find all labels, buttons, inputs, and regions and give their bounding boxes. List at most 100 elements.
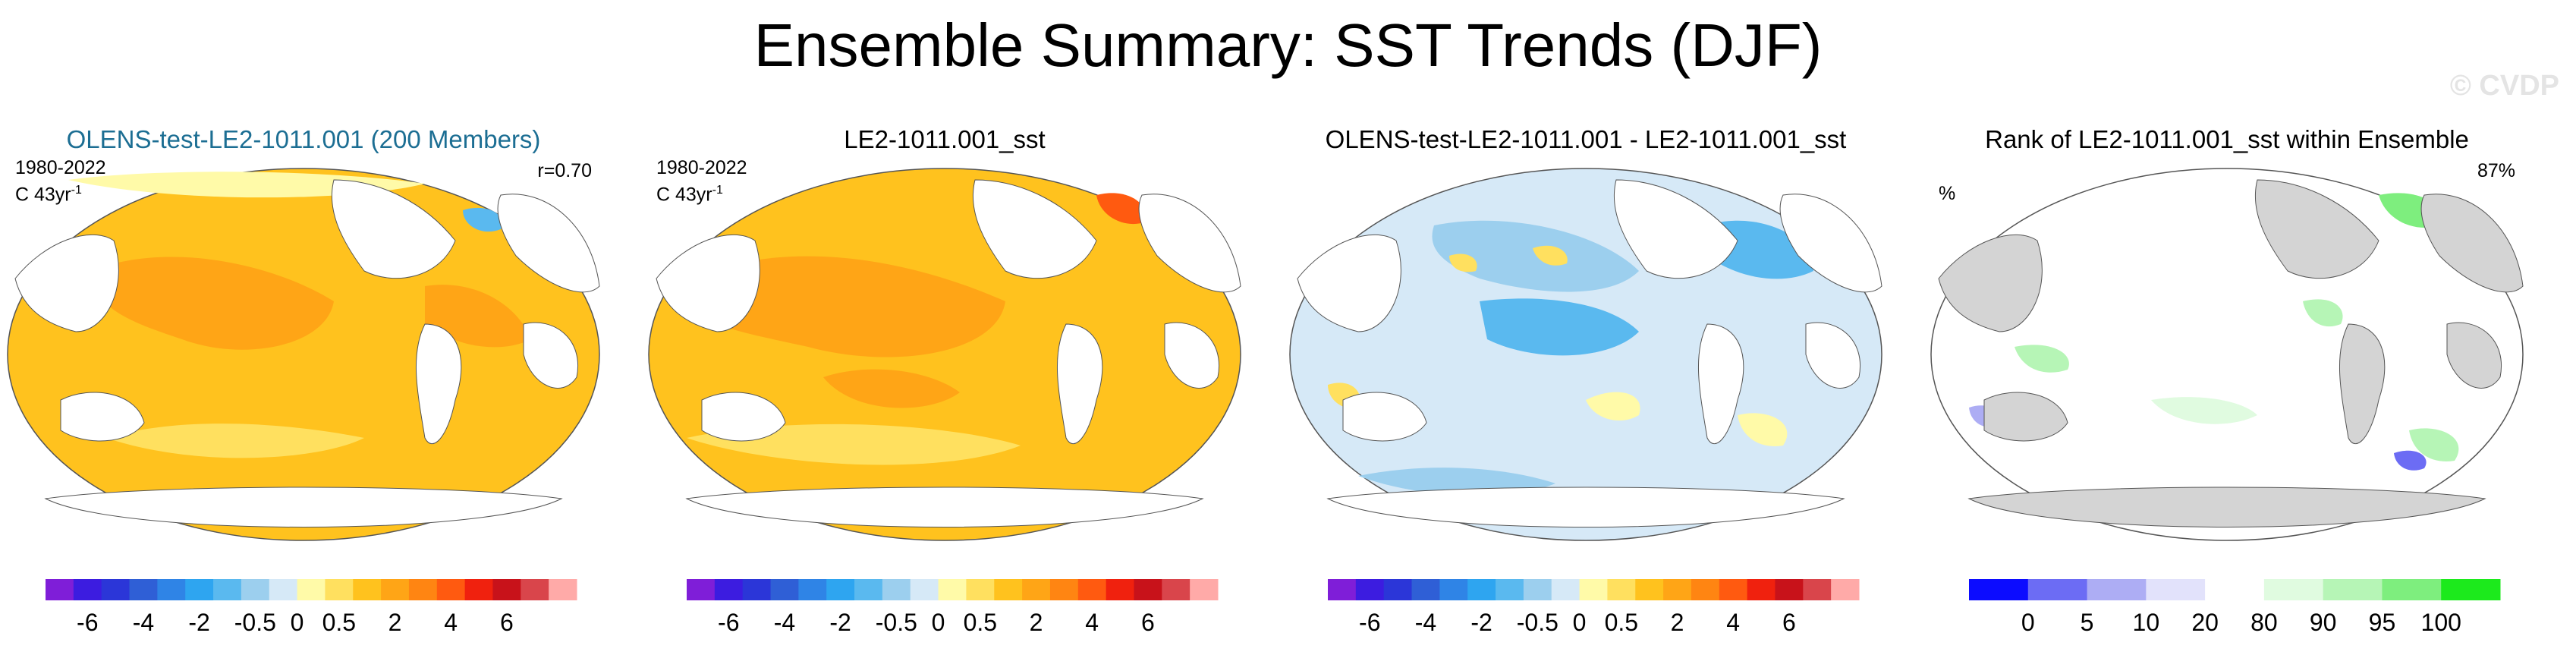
colorbar-tick-label: 2 [388,609,402,636]
colorbar-tick-label: 10 [2133,609,2160,636]
colorbar-swatch [854,579,883,600]
land [1805,322,1860,389]
colorbar-swatch [157,579,186,600]
colorbar-tick-label: 0 [932,609,945,636]
units-text: C 43yr [656,184,712,206]
colorbar-swatch [185,579,214,600]
colorbar-swatch [994,579,1023,600]
colorbar-tick-label: -2 [829,609,851,636]
land [1297,234,1401,332]
colorbar-swatch [549,579,577,600]
colorbar-swatch [2263,579,2324,600]
cvdp-watermark: © CVDP [2449,70,2559,102]
land [1779,194,1882,293]
land [2339,323,2386,445]
land [1983,392,2068,442]
colorbar-swatch [46,579,74,600]
warm-patch [1533,245,1568,266]
colorbar: -6 -4 -2 -0.5 0 0.5 2 4 6 [687,579,1219,636]
land [1164,322,1219,389]
colorbar-tick-label: 20 [2191,609,2219,636]
warm-patch [1738,413,1788,446]
colorbar-swatch [2027,579,2088,600]
colorbar-swatch [297,579,326,600]
colorbar-swatch [1551,579,1581,600]
warm-region [91,257,334,350]
colorbar-swatch [1579,579,1608,600]
units-text: C 43yr [15,184,71,206]
warm-region [823,369,960,408]
land [1938,234,2043,332]
antarctica [1967,487,2486,527]
antarctica [685,487,1204,527]
units-label: % [1939,183,1956,204]
colorbar-swatch [1439,579,1468,600]
colorbar-swatch [1969,579,2029,600]
high-rank-patch [2303,299,2343,327]
colorbar-swatch [1663,579,1692,600]
land [14,234,119,332]
high-rank-patch [2015,345,2069,373]
colorbar-swatch [1831,579,1860,600]
colorbar-swatch [2205,579,2265,600]
colorbar-swatch [714,579,744,600]
rank-percentile: 87% [2477,160,2515,181]
colorbar-swatch [966,579,995,600]
colorbar-tick-label: 6 [1141,609,1155,636]
colorbar-swatch [770,579,799,600]
colorbar: 0 5 10 20 80 90 95 100 [1969,579,2501,636]
land [1698,323,1744,445]
high-rank-patch [2151,397,2257,424]
colorbar-tick-label: 4 [1726,609,1740,636]
land [60,392,145,442]
colorbar-swatch [1049,579,1079,600]
colorbar-swatch [464,579,493,600]
panel-difference: OLENS-test-LE2-1011.001 - LE2-1011.001_s… [1282,118,1889,649]
colorbar-tick-label: 0.5 [322,609,356,636]
cool-spot [463,207,502,232]
rank-map [1930,168,2524,541]
colorbar-swatch [1134,579,1162,600]
land [2254,179,2379,279]
colorbar-tick-label: 4 [444,609,458,636]
colorbar-tick-label: 2 [1030,609,1043,636]
colorbar-swatch [1523,579,1552,600]
colorbar-tick-label: -6 [718,609,739,636]
colorbar-swatch [1803,579,1832,600]
colorbar-swatch [1607,579,1636,600]
land [1057,323,1103,445]
colorbar-swatch [2441,579,2501,600]
warm-patch [1586,392,1640,421]
colorbar-swatch [492,579,521,600]
colorbar-swatch [325,579,354,600]
low-rank-patch [2394,450,2427,471]
colorbar-tick-label: 90 [2310,609,2337,636]
cool-region [1432,220,1639,292]
colorbar-swatch [1355,579,1385,600]
colorbar-tick-label: -2 [1470,609,1492,636]
colorbar-swatch [129,579,158,600]
land [972,179,1097,279]
colorbar-swatch [882,579,911,600]
hot-spot [1096,193,1146,225]
colorbar-tick-label: 6 [500,609,514,636]
colorbar-tick-label: 6 [1782,609,1796,636]
colorbar-swatch [408,579,438,600]
land [523,322,578,389]
colorbar-swatch [1467,579,1496,600]
land [2446,322,2502,389]
colorbar-swatch [826,579,855,600]
colorbar-swatch [1106,579,1134,600]
colorbar-swatch [1719,579,1748,600]
colorbar-swatch [1747,579,1776,600]
colorbar-swatch [1190,579,1219,600]
panel-period-units: 1980-2022 C 43yr-1 [15,157,106,206]
colorbar-swatch [381,579,410,600]
colorbar-tick-label: 4 [1085,609,1099,636]
land [331,179,456,279]
warm-region [425,285,531,348]
colorbar: -6 -4 -2 -0.5 0 0.5 2 4 6 [46,579,577,636]
land [1342,392,1427,442]
panel-period-units: 1980-2022 C 43yr-1 [656,157,747,206]
colorbar-tick-label: -2 [188,609,209,636]
